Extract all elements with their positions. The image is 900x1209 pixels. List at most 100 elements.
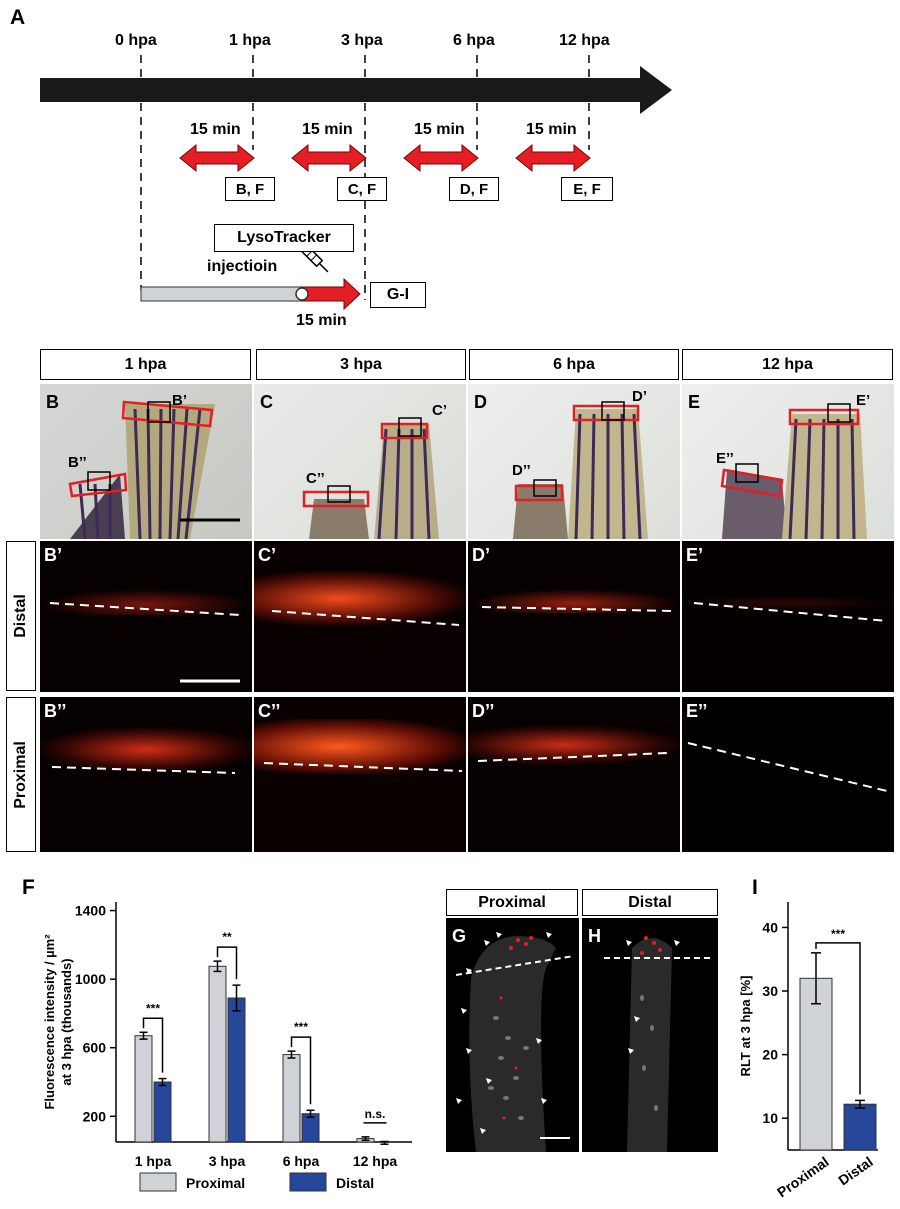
row-label-distal: Distal [6,541,36,691]
i-bar [799,977,833,1151]
panel-label-a: A [10,6,26,29]
injection-point [295,287,309,301]
interval-arrow-2 [291,143,367,173]
fluor-proximal-b [40,697,252,852]
column-header-6hpa: 6 hpa [469,349,679,380]
panel-label-g: G [452,926,467,946]
f-sig-label: *** [146,1001,160,1015]
f-x-tick-label: 1 hpa [135,1153,172,1169]
fin-photo-c [254,384,466,539]
section-header-distal: Distal [582,889,718,916]
panel-label-d: D [474,392,487,412]
f-sig-bracket [290,1036,312,1105]
label-fluor-b-double-prime: B’’ [44,701,67,721]
f-bar [227,997,246,1143]
f-x-tick-label: 3 hpa [209,1153,246,1169]
f-bar [208,965,227,1143]
label-fluor-d-prime: D’ [472,545,490,565]
section-photo-g [446,918,579,1152]
lysotracker-box: LysoTracker [214,224,354,252]
interval-label-2: 15 min [302,121,353,138]
label-fluor-d-double-prime: D’’ [472,701,495,721]
injection-red-arrow [300,277,361,311]
gi-box: G-I [370,282,426,308]
legend-swatch-proximal [139,1172,177,1192]
timeline-arrow [40,66,672,114]
label-c-prime: C’ [432,402,447,419]
i-y-axis-label: RLT at 3 hpa [%] [738,976,753,1077]
fluor-proximal-c [254,697,466,852]
f-sig-bracket [216,946,238,980]
label-d-double-prime: D’’ [512,462,531,479]
timepoint-box-bf: B, F [225,177,275,201]
injection-label: injectioin [207,258,278,275]
f-x-tick-label: 6 hpa [283,1153,320,1169]
panel-label-b: B [46,392,59,412]
f-sig-label: n.s. [365,1107,386,1121]
i-sig-label: *** [831,927,845,941]
i-y-tick-label: 30 [762,983,778,999]
fluor-proximal-e [682,697,894,852]
interval-arrow-1 [179,143,255,173]
interval-label-4: 15 min [526,121,577,138]
label-b-double-prime: B’’ [68,454,87,471]
section-photo-h [582,918,718,1152]
legend-label-distal: Distal [336,1175,374,1191]
panel-label-e: E [688,392,701,412]
timepoint-box-ef: E, F [561,177,613,201]
injection-duration: 15 min [296,312,347,329]
legend-label-proximal: Proximal [186,1175,245,1191]
i-sig-bracket [815,942,861,1095]
f-y-tick-label: 600 [83,1040,107,1056]
panel-label-i: I [752,876,758,899]
f-bar [153,1081,172,1143]
tick-label-12: 12 hpa [559,32,610,49]
f-y-tick-label: 1000 [75,971,106,987]
fin-photo-d [468,384,680,539]
label-fluor-e-prime: E’ [686,545,704,565]
f-y-tick-label: 200 [83,1108,107,1124]
i-bar [843,1103,877,1151]
f-x-tick-label: 12 hpa [353,1153,398,1169]
f-y-tick-label: 1400 [75,903,106,919]
timepoint-box-df: D, F [449,177,499,201]
label-fluor-e-double-prime: E’’ [686,701,708,721]
fluor-distal-c [254,541,466,692]
f-bar [134,1035,153,1143]
tick-label-6: 6 hpa [453,32,495,49]
i-y-tick-label: 40 [762,919,778,935]
tick-label-1: 1 hpa [229,32,271,49]
tick-label-3: 3 hpa [341,32,383,49]
fluor-distal-b [40,541,252,692]
label-fluor-c-double-prime: C’’ [258,701,281,721]
chart-i: 10 20 30 40 RLT at 3 hpa [%] Proximal Distal **… [738,902,878,1200]
legend-swatch-distal [289,1172,327,1192]
label-e-prime: E’ [856,392,871,409]
f-sig-bracket [142,1017,164,1073]
column-header-12hpa: 12 hpa [682,349,893,380]
tick-label-0: 0 hpa [115,32,157,49]
label-e-double-prime: E’’ [716,450,734,467]
fluor-distal-d [468,541,680,692]
injection-bar [140,286,302,302]
column-header-1hpa: 1 hpa [40,349,251,380]
label-c-double-prime: C’’ [306,470,325,487]
f-y-axis-label: Fluorescence intensity / µm² at 3 hpa (th… [42,934,74,1110]
i-x-tick-label: Proximal [774,1153,832,1200]
label-d-prime: D’ [632,388,647,405]
column-header-3hpa: 3 hpa [256,349,466,380]
timepoint-box-cf: C, F [337,177,387,201]
interval-arrow-3 [403,143,479,173]
row-label-proximal: Proximal [6,697,36,852]
section-header-proximal: Proximal [446,889,578,916]
fin-photo-b [40,384,252,539]
interval-label-3: 15 min [414,121,465,138]
label-b-prime: B’ [172,392,187,409]
f-y-axis-label-line1: Fluorescence intensity / µm² [42,934,57,1110]
panel-label-f: F [22,876,35,899]
f-sig-label: *** [294,1020,308,1034]
f-sig-label: ** [222,930,232,944]
fin-photo-e [682,384,894,539]
interval-arrow-4 [515,143,591,173]
